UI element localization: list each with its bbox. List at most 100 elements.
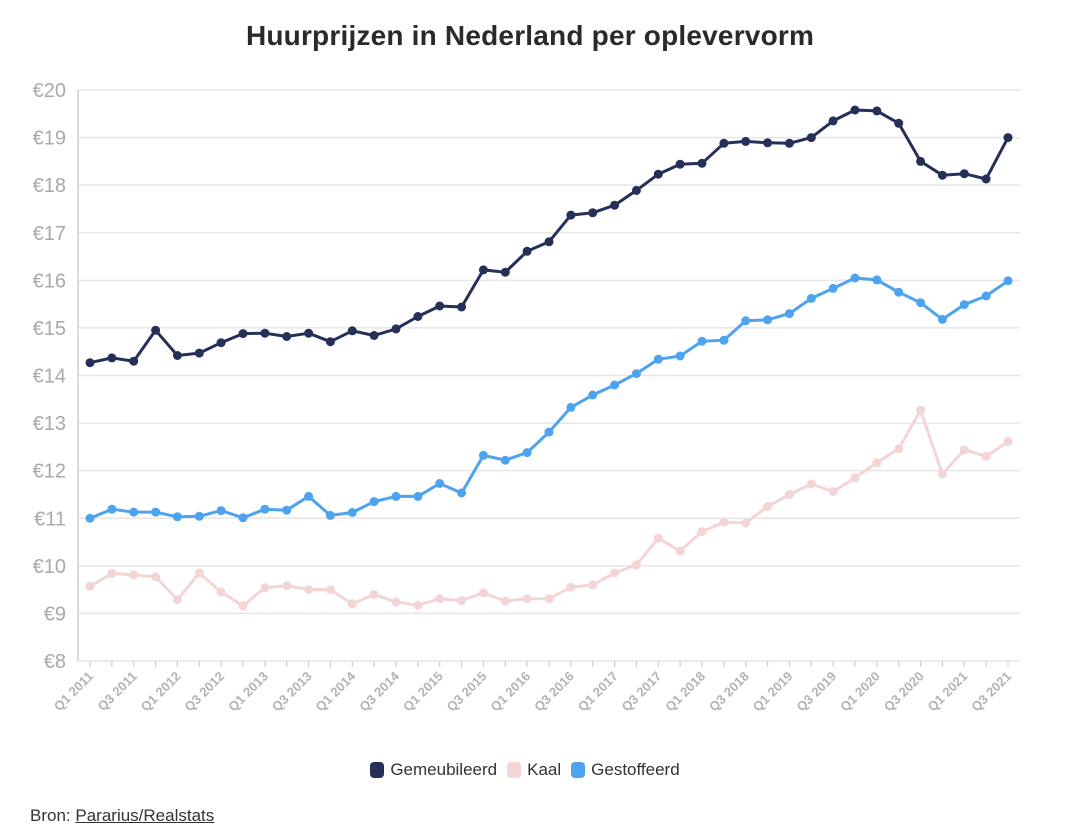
data-point-gemeubileerd[interactable] <box>194 348 204 358</box>
data-point-kaal[interactable] <box>697 527 707 537</box>
source-link[interactable]: Pararius/Realstats <box>75 806 215 825</box>
data-point-gemeubileerd[interactable] <box>413 312 423 321</box>
data-point-gemeubileerd[interactable] <box>697 158 707 168</box>
data-point-kaal[interactable] <box>675 546 685 556</box>
data-point-gemeubileerd[interactable] <box>894 118 904 128</box>
data-point-gemeubileerd[interactable] <box>784 138 794 148</box>
data-point-gemeubileerd[interactable] <box>1003 133 1013 143</box>
data-point-kaal[interactable] <box>457 596 467 606</box>
data-point-kaal[interactable] <box>544 594 554 604</box>
data-point-kaal[interactable] <box>610 568 620 578</box>
data-point-kaal[interactable] <box>872 458 882 468</box>
data-point-gemeubileerd[interactable] <box>369 331 379 340</box>
data-point-gemeubileerd[interactable] <box>347 326 357 336</box>
data-point-gestoffeerd[interactable] <box>325 510 335 520</box>
data-point-gestoffeerd[interactable] <box>675 351 685 361</box>
data-point-gemeubileerd[interactable] <box>850 105 860 115</box>
data-point-gestoffeerd[interactable] <box>478 450 488 460</box>
data-point-kaal[interactable] <box>763 501 773 511</box>
data-point-gemeubileerd[interactable] <box>478 265 488 275</box>
data-point-kaal[interactable] <box>129 570 139 580</box>
data-point-kaal[interactable] <box>588 580 598 590</box>
data-point-kaal[interactable] <box>981 451 991 461</box>
data-point-gemeubileerd[interactable] <box>719 138 729 148</box>
data-point-kaal[interactable] <box>151 572 161 582</box>
data-point-gemeubileerd[interactable] <box>107 353 117 363</box>
data-point-gemeubileerd[interactable] <box>631 185 641 195</box>
data-point-kaal[interactable] <box>631 560 641 570</box>
data-point-gestoffeerd[interactable] <box>784 309 794 319</box>
data-point-kaal[interactable] <box>741 518 751 528</box>
data-point-gestoffeerd[interactable] <box>719 335 729 345</box>
data-point-gemeubileerd[interactable] <box>129 356 139 366</box>
data-point-gestoffeerd[interactable] <box>566 402 576 412</box>
data-point-gestoffeerd[interactable] <box>172 512 182 522</box>
data-point-kaal[interactable] <box>566 582 576 592</box>
data-point-gemeubileerd[interactable] <box>806 133 816 143</box>
data-point-kaal[interactable] <box>784 490 794 499</box>
data-point-gestoffeerd[interactable] <box>959 300 969 310</box>
data-point-gestoffeerd[interactable] <box>391 491 401 501</box>
data-point-kaal[interactable] <box>500 596 510 606</box>
data-point-gestoffeerd[interactable] <box>457 488 467 498</box>
data-point-kaal[interactable] <box>369 589 379 599</box>
data-point-gestoffeerd[interactable] <box>872 275 882 285</box>
data-point-kaal[interactable] <box>959 445 969 455</box>
data-point-gemeubileerd[interactable] <box>763 138 773 148</box>
data-point-gestoffeerd[interactable] <box>981 291 991 301</box>
data-point-kaal[interactable] <box>107 568 117 578</box>
data-point-gestoffeerd[interactable] <box>1003 276 1013 286</box>
data-point-gestoffeerd[interactable] <box>304 491 314 501</box>
data-point-kaal[interactable] <box>522 594 532 604</box>
data-point-gemeubileerd[interactable] <box>500 267 510 277</box>
data-point-gemeubileerd[interactable] <box>741 136 751 146</box>
data-point-gestoffeerd[interactable] <box>806 293 816 303</box>
data-point-gemeubileerd[interactable] <box>522 246 532 256</box>
data-point-gemeubileerd[interactable] <box>435 301 445 311</box>
data-point-kaal[interactable] <box>413 600 423 610</box>
data-point-kaal[interactable] <box>282 581 292 591</box>
data-point-kaal[interactable] <box>216 587 226 597</box>
data-point-gestoffeerd[interactable] <box>522 448 532 458</box>
data-point-kaal[interactable] <box>850 473 860 483</box>
data-point-kaal[interactable] <box>260 583 270 593</box>
data-point-gestoffeerd[interactable] <box>937 314 947 324</box>
data-point-gemeubileerd[interactable] <box>916 156 926 166</box>
legend-item-kaal[interactable]: Kaal <box>507 760 561 780</box>
data-point-gemeubileerd[interactable] <box>544 237 554 247</box>
data-point-gestoffeerd[interactable] <box>763 315 773 325</box>
data-point-gestoffeerd[interactable] <box>216 506 226 516</box>
data-point-gemeubileerd[interactable] <box>457 302 467 312</box>
data-point-gemeubileerd[interactable] <box>391 324 401 334</box>
data-point-kaal[interactable] <box>916 405 926 415</box>
data-point-gestoffeerd[interactable] <box>435 479 445 488</box>
data-point-gestoffeerd[interactable] <box>282 505 292 515</box>
data-point-gestoffeerd[interactable] <box>500 455 510 465</box>
data-point-gestoffeerd[interactable] <box>588 390 598 400</box>
data-point-gestoffeerd[interactable] <box>347 508 357 517</box>
data-point-gemeubileerd[interactable] <box>304 328 314 338</box>
data-point-kaal[interactable] <box>653 533 663 543</box>
data-point-kaal[interactable] <box>478 588 488 598</box>
data-point-gemeubileerd[interactable] <box>610 200 620 210</box>
data-point-gemeubileerd[interactable] <box>151 325 161 335</box>
data-point-kaal[interactable] <box>325 585 335 595</box>
data-point-gemeubileerd[interactable] <box>937 170 947 180</box>
data-point-gestoffeerd[interactable] <box>894 287 904 297</box>
data-point-kaal[interactable] <box>894 444 904 454</box>
data-point-gemeubileerd[interactable] <box>238 329 248 339</box>
data-point-kaal[interactable] <box>172 595 182 605</box>
data-point-gemeubileerd[interactable] <box>172 351 182 360</box>
data-point-gestoffeerd[interactable] <box>260 504 270 514</box>
data-point-gestoffeerd[interactable] <box>631 369 641 379</box>
data-point-kaal[interactable] <box>1003 437 1013 447</box>
legend-item-gestoffeerd[interactable]: Gestoffeerd <box>571 760 680 780</box>
data-point-gestoffeerd[interactable] <box>85 513 95 523</box>
data-point-kaal[interactable] <box>828 487 838 497</box>
data-point-gestoffeerd[interactable] <box>610 380 620 390</box>
data-point-gemeubileerd[interactable] <box>872 106 882 116</box>
data-point-gestoffeerd[interactable] <box>369 497 379 507</box>
data-point-gestoffeerd[interactable] <box>151 507 161 517</box>
data-point-gemeubileerd[interactable] <box>260 328 270 338</box>
data-point-kaal[interactable] <box>937 469 947 479</box>
